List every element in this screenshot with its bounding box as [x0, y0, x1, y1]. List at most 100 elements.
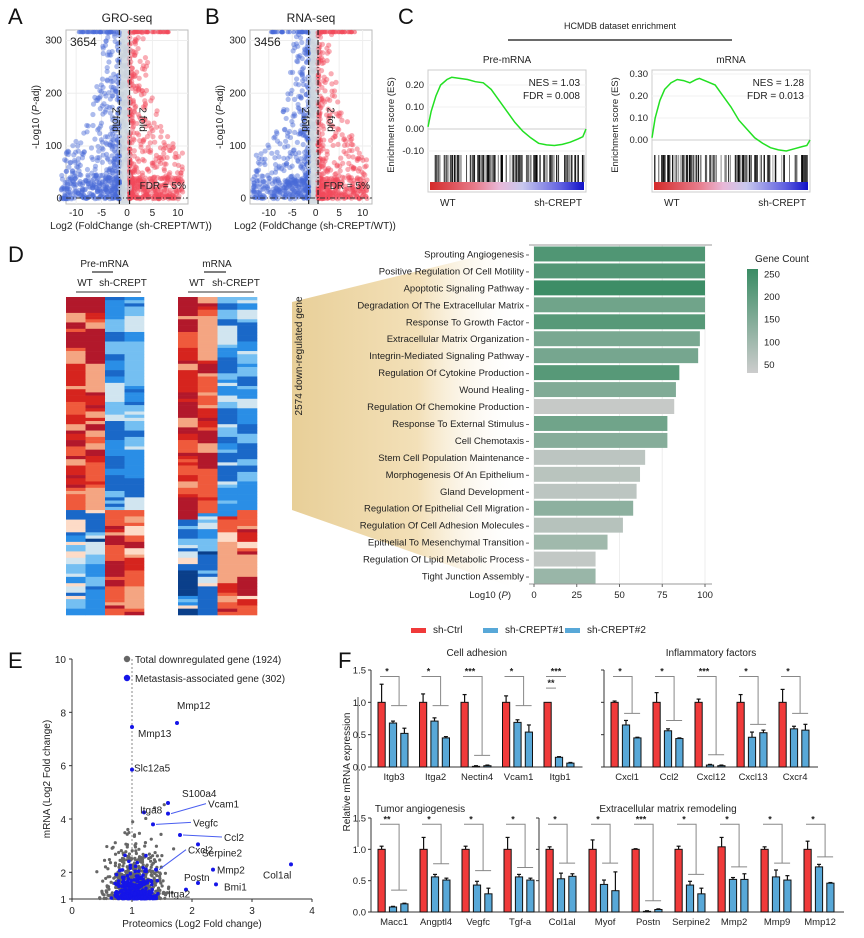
bar [534, 399, 675, 414]
data-point-down [64, 185, 70, 192]
heatmap-cell [124, 440, 145, 444]
heatmap-cell [217, 440, 238, 444]
data-point-down [109, 153, 115, 159]
heatmap-cell [66, 309, 86, 314]
data-point-down [67, 176, 73, 182]
heatmap-cell [85, 548, 106, 552]
data-point-down [277, 180, 283, 186]
heatmap-cell [217, 494, 238, 498]
data-point-down [63, 158, 69, 164]
data-point-capped [165, 29, 171, 35]
data-point-down [116, 162, 122, 168]
heatmap-cell [124, 382, 145, 387]
data-point-down [63, 196, 69, 202]
data-point-total [121, 864, 125, 868]
data-point-total [153, 871, 157, 876]
data-point-down [116, 83, 122, 90]
heatmap-cell [217, 560, 238, 565]
data-point-total [109, 880, 113, 884]
data-point-up [149, 184, 155, 190]
legend-colorbar [747, 269, 758, 373]
heatmap-cell [85, 300, 106, 304]
data-point-up [142, 148, 148, 154]
heatmap-cell [66, 525, 86, 530]
heatmap-cell [85, 446, 106, 450]
category-label: Integrin-Mediated Signaling Pathway [369, 351, 524, 362]
heatmap-cell [124, 506, 145, 511]
data-point-total [167, 885, 171, 889]
data-point-down [107, 131, 113, 137]
heatmap-cell [178, 370, 199, 374]
data-point-down [73, 192, 79, 198]
heatmap-cell [237, 602, 258, 606]
heatmap-cell [66, 522, 86, 527]
bar [801, 729, 810, 768]
heatmap-cell [85, 452, 106, 457]
data-point-down [104, 181, 110, 188]
heatmap-cell [124, 322, 145, 326]
data-point-down [290, 122, 296, 128]
data-point-down [96, 125, 102, 132]
gene-group-cxcr4: Cxcr4* [778, 666, 810, 783]
heatmap-cell [66, 405, 86, 409]
heatmap-cell [178, 481, 199, 485]
data-point-metastasis [119, 884, 124, 888]
data-point-down [85, 172, 91, 178]
data-point-down [106, 52, 113, 58]
fold-label: 2 fold [299, 107, 310, 131]
data-point-down [110, 193, 116, 200]
heatmap-cell [237, 363, 258, 368]
labeled-point [178, 833, 182, 837]
data-point-down [110, 125, 117, 131]
data-point-down [77, 162, 83, 168]
heatmap-cell [66, 462, 86, 466]
data-point-down [106, 90, 112, 96]
heatmap-cell [237, 580, 258, 584]
heatmap-cell [197, 338, 218, 342]
bar [534, 263, 705, 279]
heatmap-cell [66, 300, 86, 304]
point-label: Ccl2 [224, 833, 244, 844]
data-point-down [299, 88, 305, 94]
x-tick-label: -10 [262, 208, 277, 219]
y-tick-label: 100 [229, 141, 246, 152]
bar [534, 483, 637, 499]
bar [503, 848, 512, 913]
data-point-up [319, 84, 325, 91]
heatmap-cell [124, 554, 145, 559]
heatmap-cell [85, 573, 106, 578]
data-point-down [110, 117, 116, 123]
heatmap-cell [217, 595, 238, 600]
data-point-up [143, 72, 149, 78]
data-point-down [59, 185, 65, 191]
heatmap-cell [197, 421, 218, 425]
data-point-up [147, 140, 153, 146]
bar [633, 737, 642, 768]
data-point-up [360, 171, 367, 177]
heatmap-cell [105, 567, 125, 571]
data-point-metastasis [113, 893, 118, 898]
data-point-down [103, 186, 109, 193]
heatmap-cell [237, 379, 258, 384]
data-point-down [114, 180, 120, 187]
data-point-down [106, 175, 112, 181]
fdr-label: FDR = 0.013 [747, 91, 804, 102]
heatmap-cell [197, 545, 218, 549]
heatmap-cell [85, 443, 106, 447]
data-point-up [155, 196, 162, 202]
heatmap-cell [66, 316, 86, 320]
category-label: Response To External Stimulus [392, 419, 524, 430]
heatmap-cell [178, 440, 199, 444]
fold-label: 2 fold [137, 107, 148, 131]
data-point-up [350, 142, 356, 148]
data-point-down [290, 48, 296, 54]
data-point-down [116, 125, 122, 131]
heatmap-cell [197, 551, 218, 555]
significance-stars: * [385, 666, 389, 676]
heatmap-cell [124, 392, 145, 396]
data-point-down [295, 101, 301, 108]
point-label: Postn [184, 873, 210, 884]
heatmap-cell [124, 468, 145, 473]
data-point-down [264, 183, 270, 189]
